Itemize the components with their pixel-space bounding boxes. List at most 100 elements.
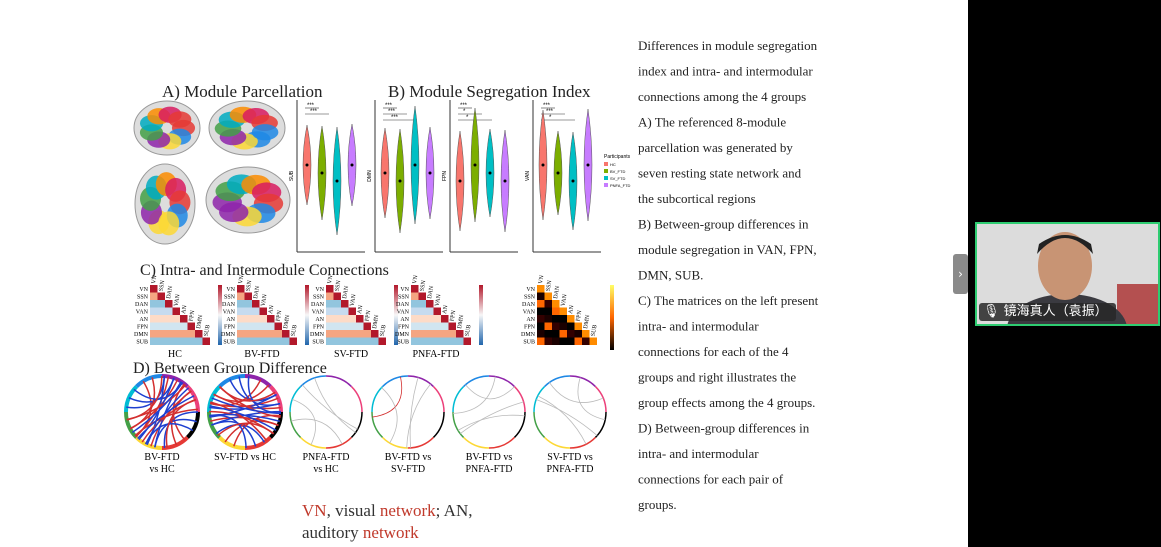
matrix-cell <box>589 337 597 345</box>
matrix-cell <box>237 292 245 300</box>
next-arrow[interactable]: › <box>953 254 968 294</box>
matrix-cell <box>552 337 560 345</box>
ring-segment <box>569 375 596 388</box>
matrix-cell <box>165 330 173 338</box>
matrix-cell <box>537 285 545 293</box>
matrix-cell <box>333 330 341 338</box>
description-line: Differences in module segregation <box>638 38 818 53</box>
matrix-cell <box>418 307 426 315</box>
ring-segment <box>325 375 352 388</box>
row-label: DAN <box>311 302 325 308</box>
row-label: VAN <box>312 310 325 316</box>
matrix-cell <box>252 307 260 315</box>
comparison-label: vs HC <box>313 464 339 475</box>
row-label: DAN <box>522 302 536 308</box>
ring-segment <box>218 374 246 389</box>
matrix-cell <box>244 307 252 315</box>
axis-label: SUB <box>289 170 295 181</box>
matrix-cell <box>356 330 364 338</box>
matrix-cell <box>187 330 195 338</box>
matrix-cell <box>274 337 282 345</box>
column-label: SSN <box>159 279 167 292</box>
chord <box>314 377 356 433</box>
matrix-cell <box>441 337 449 345</box>
column-label: DAN <box>253 285 261 300</box>
chord <box>247 376 282 414</box>
matrix-cell <box>559 330 567 338</box>
legend-swatch <box>604 162 608 166</box>
matrix-cell <box>567 322 575 330</box>
ring-segment <box>544 436 571 449</box>
description-line: connections for each pair of <box>638 472 784 487</box>
median <box>458 179 462 183</box>
description-line: group effects among the 4 groups. <box>638 395 815 410</box>
significance: *** <box>385 103 393 109</box>
matrix-cell <box>341 337 349 345</box>
legend-swatch <box>604 176 608 180</box>
chord <box>302 384 358 430</box>
column-label: SUB <box>291 324 299 337</box>
matrix-cell <box>267 315 275 323</box>
matrix-cell <box>559 337 567 345</box>
matrix-cell <box>356 337 364 345</box>
row-label: VN <box>139 287 148 293</box>
caption: auditory network <box>302 523 419 542</box>
column-label: SSN <box>546 279 554 292</box>
comparison-label: PNFA-FTD <box>302 452 349 463</box>
row-label: DAN <box>396 302 410 308</box>
comparison-label: PNFA-FTD <box>465 464 512 475</box>
description-line: DMN, SUB. <box>638 268 703 283</box>
significance: *** <box>391 115 399 121</box>
matrix-cell <box>537 307 545 315</box>
matrix-cell <box>544 315 552 323</box>
column-label: AN <box>268 304 276 314</box>
ring-segment <box>350 386 363 413</box>
chord <box>549 382 604 403</box>
chord <box>291 418 343 445</box>
matrix-cell <box>157 322 165 330</box>
matrix-cell <box>544 330 552 338</box>
comparison-label: BV-FTD vs <box>466 452 513 463</box>
chord <box>210 401 268 442</box>
slide: A) Module Parcellation B) Module Segregat… <box>0 0 968 547</box>
row-label: SSN <box>524 295 536 301</box>
ring-segment <box>533 386 546 413</box>
matrix-cell <box>282 337 290 345</box>
ring-segment <box>488 436 515 449</box>
matrix-cell <box>544 307 552 315</box>
matrix-cell <box>326 330 334 338</box>
matrix-cell <box>448 337 456 345</box>
matrix-cell <box>165 315 173 323</box>
matrix-cell <box>559 315 567 323</box>
matrix-cell <box>333 322 341 330</box>
matrix-cell <box>259 315 267 323</box>
matrix-cell <box>574 322 582 330</box>
matrix-cell <box>348 322 356 330</box>
column-label: AN <box>181 304 189 314</box>
row-label: DMN <box>521 332 536 338</box>
chord <box>126 375 163 421</box>
ring-segment <box>325 436 352 449</box>
matrix-cell <box>237 300 245 308</box>
matrix-cell <box>433 307 441 315</box>
significance: *** <box>388 109 396 115</box>
group-label: BV-FTD <box>244 349 279 360</box>
matrix-cell <box>463 337 471 345</box>
matrix-cell <box>326 337 334 345</box>
matrix-cell <box>259 330 267 338</box>
matrix-cell <box>244 330 252 338</box>
chord <box>209 405 277 431</box>
description-line: A) The referenced 8-module <box>638 115 786 130</box>
chord <box>537 395 587 445</box>
median <box>488 171 492 175</box>
matrix-cell <box>157 337 165 345</box>
legend-swatch <box>604 169 608 173</box>
matrix-cell <box>326 315 334 323</box>
matrix-cell <box>157 292 165 300</box>
matrix-cell <box>157 315 165 323</box>
participant-tile[interactable]: 🎙 镜海真人（袁振） <box>975 222 1160 326</box>
matrix-cell <box>150 292 158 300</box>
matrix-cell <box>559 307 567 315</box>
median <box>541 163 545 167</box>
matrix-cell <box>411 307 419 315</box>
